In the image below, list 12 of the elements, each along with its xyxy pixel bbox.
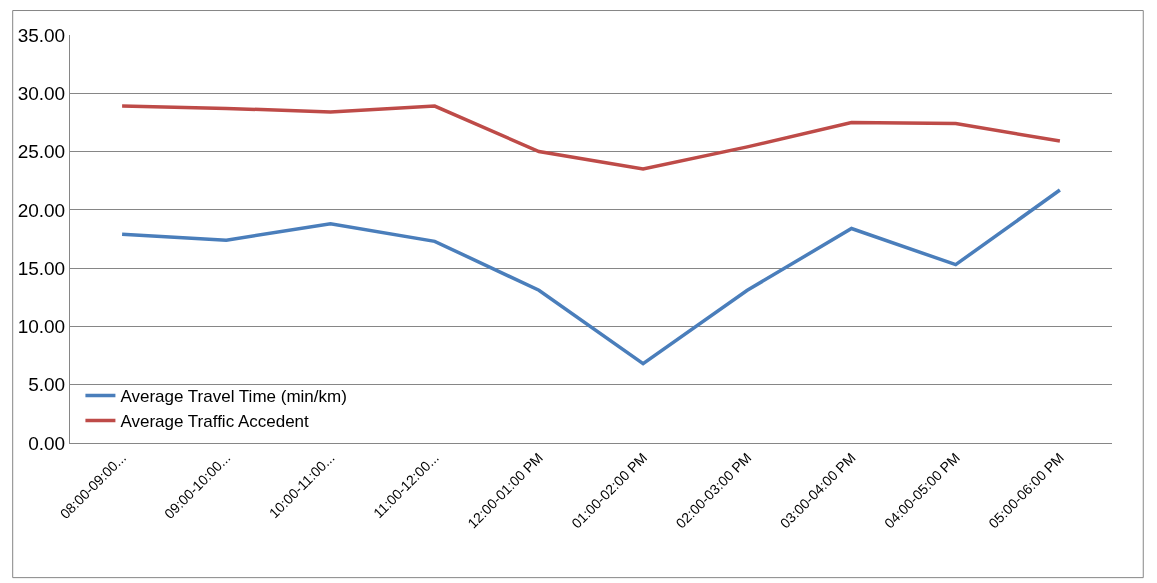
y-tick-label: 5.00: [28, 374, 66, 396]
y-tick-label: 25.00: [17, 141, 66, 163]
line-series: [120, 104, 1062, 171]
legend-label: Average Traffic Accedent: [120, 412, 310, 432]
y-tick-label: 0.00: [28, 432, 66, 454]
legend-label: Average Travel Time (min/km): [120, 387, 347, 407]
y-tick-label: 20.00: [17, 199, 66, 221]
line-series: [120, 188, 1062, 366]
y-tick-label: 10.00: [17, 316, 66, 338]
y-tick-label: 35.00: [17, 24, 66, 46]
y-tick-label: 15.00: [17, 257, 66, 279]
y-tick-label: 30.00: [17, 82, 66, 104]
